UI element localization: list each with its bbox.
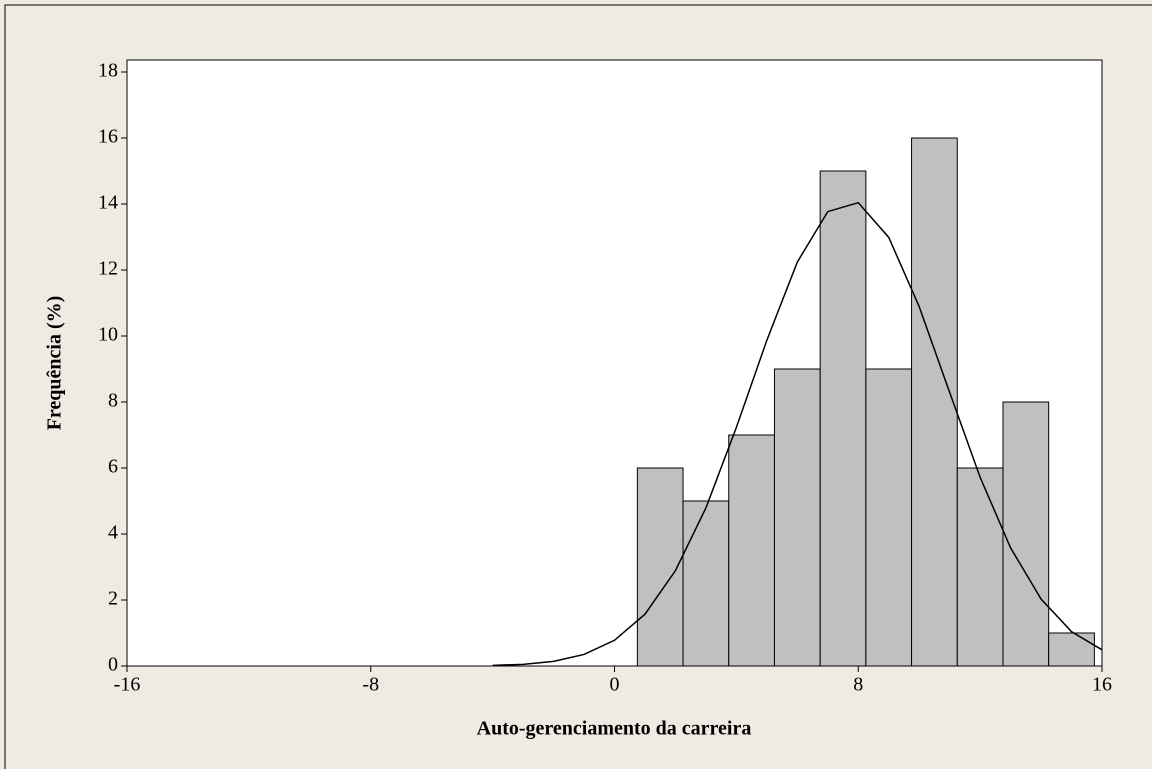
bar xyxy=(865,368,913,667)
bar xyxy=(636,467,684,667)
bar xyxy=(682,500,730,667)
y-axis-label: Frequência (%) xyxy=(44,296,66,431)
bar xyxy=(773,368,821,667)
bar xyxy=(911,137,958,667)
y-tick-label: 2 xyxy=(108,588,118,610)
x-tick-label: -16 xyxy=(114,674,141,696)
x-tick-label: 0 xyxy=(610,674,620,696)
y-tick-label: 10 xyxy=(98,324,118,346)
bar xyxy=(728,434,775,667)
bar xyxy=(1048,632,1095,667)
y-tick-label: 16 xyxy=(98,126,118,148)
x-tick-label: -8 xyxy=(362,674,379,696)
y-tick-label: 12 xyxy=(98,258,118,280)
bar xyxy=(1002,401,1050,667)
y-tick-label: 4 xyxy=(108,522,118,544)
y-tick-label: 18 xyxy=(98,60,118,82)
bar xyxy=(956,467,1004,667)
y-tick-label: 14 xyxy=(98,192,118,214)
x-axis-label: Auto-gerenciamento da carreira xyxy=(477,718,752,740)
y-tick-label: 8 xyxy=(108,390,118,412)
fit-curve xyxy=(492,201,1103,667)
y-tick-label: 0 xyxy=(108,654,118,676)
x-tick-label: 16 xyxy=(1092,674,1112,696)
x-tick-label: 8 xyxy=(853,674,863,696)
y-tick-label: 6 xyxy=(108,456,118,478)
bar xyxy=(819,170,867,667)
